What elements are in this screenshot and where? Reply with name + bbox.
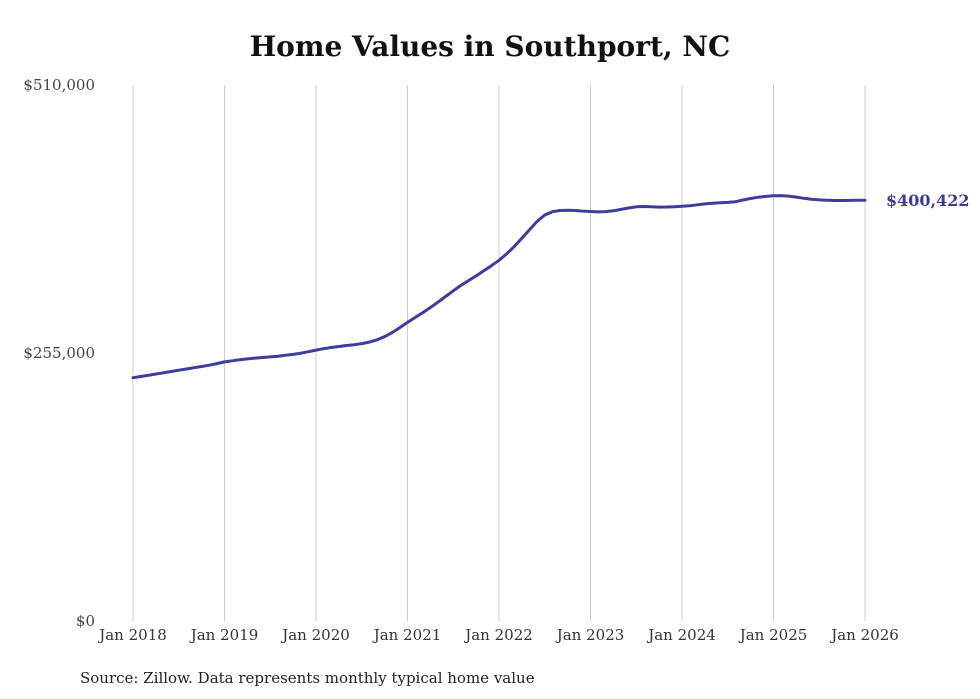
x-tick-label: Jan 2025 <box>738 626 808 644</box>
source-note: Source: Zillow. Data represents monthly … <box>80 669 535 687</box>
x-tick-label: Jan 2026 <box>829 626 899 644</box>
series-layer <box>131 194 867 380</box>
home-value-series-line <box>131 194 867 380</box>
y-tick-label: $255,000 <box>23 344 95 362</box>
x-tick-label: Jan 2022 <box>463 626 533 644</box>
x-tick-label: Jan 2020 <box>280 626 350 644</box>
chart-title: Home Values in Southport, NC <box>250 30 731 63</box>
x-tick-label: Jan 2021 <box>372 626 442 644</box>
axis-labels-layer: Jan 2018 Jan 2019 Jan 2020 Jan 2021 Jan 2022… <box>23 76 898 644</box>
x-tick-label: Jan 2018 <box>97 626 167 644</box>
end-value-label: $400,422 <box>886 191 970 210</box>
x-tick-label: Jan 2019 <box>189 626 259 644</box>
x-tick-label: Jan 2024 <box>646 626 716 644</box>
y-tick-label: $510,000 <box>23 76 95 94</box>
x-tick-label: Jan 2023 <box>555 626 625 644</box>
gridlines-layer <box>132 85 866 621</box>
y-tick-label: $0 <box>76 612 95 630</box>
